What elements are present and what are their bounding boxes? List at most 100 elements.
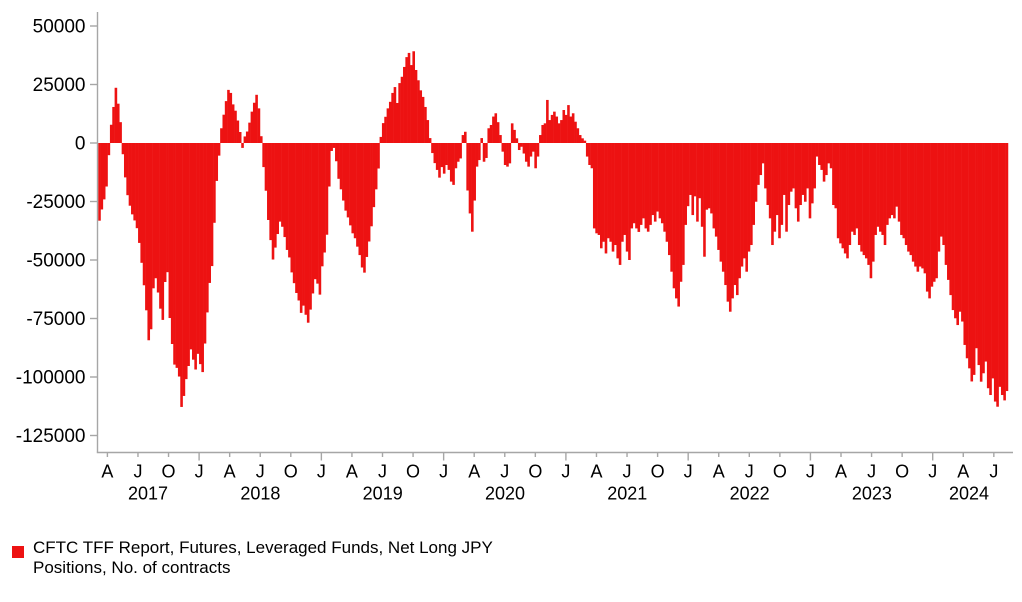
bar xyxy=(396,102,399,143)
bar xyxy=(764,143,767,189)
bar xyxy=(750,143,753,246)
bar xyxy=(921,143,924,269)
y-tick-label: -25000 xyxy=(26,192,85,213)
bar xyxy=(923,143,927,274)
bar xyxy=(332,143,336,148)
bar xyxy=(736,143,739,296)
x-month-label: J xyxy=(745,462,754,482)
bar xyxy=(353,143,357,239)
bar xyxy=(346,143,350,218)
bar xyxy=(435,143,439,170)
x-month-label: O xyxy=(651,462,665,482)
bar xyxy=(363,143,366,273)
bar xyxy=(630,143,634,229)
bar xyxy=(940,143,943,237)
bar xyxy=(675,143,678,299)
bar xyxy=(829,143,833,169)
bar xyxy=(848,143,852,246)
bar xyxy=(707,143,711,209)
bar xyxy=(632,143,636,224)
bar xyxy=(989,143,992,396)
bar xyxy=(614,143,617,246)
bar xyxy=(937,143,941,252)
bar xyxy=(942,143,945,246)
x-month-label: J xyxy=(256,462,265,482)
bar xyxy=(454,143,458,169)
bar xyxy=(557,123,561,143)
y-tick-label: -75000 xyxy=(26,309,85,330)
bar xyxy=(728,143,732,312)
bar xyxy=(154,143,158,279)
bar xyxy=(456,143,460,162)
bar xyxy=(623,143,627,235)
bar xyxy=(932,143,936,282)
bar xyxy=(846,143,849,259)
bar xyxy=(928,143,931,299)
bar xyxy=(970,143,974,382)
bar xyxy=(135,143,139,229)
x-month-label: A xyxy=(346,462,358,482)
bar xyxy=(799,143,802,206)
bar xyxy=(646,143,650,232)
bar xyxy=(815,143,819,157)
bar xyxy=(857,143,861,246)
bar xyxy=(560,120,563,143)
bar xyxy=(510,123,514,143)
bar xyxy=(532,143,535,152)
bar xyxy=(660,143,664,224)
bar xyxy=(804,143,807,202)
bar xyxy=(893,143,896,219)
x-month-label: O xyxy=(773,462,787,482)
bar xyxy=(604,143,608,254)
bar xyxy=(320,143,324,267)
bar xyxy=(269,143,272,241)
bar xyxy=(492,116,495,143)
bar xyxy=(876,143,880,227)
bar xyxy=(672,143,676,289)
bar xyxy=(250,111,254,143)
bar xyxy=(398,83,401,143)
bar xyxy=(747,143,751,252)
bar xyxy=(879,143,882,232)
bar xyxy=(494,113,498,143)
bar xyxy=(482,143,486,162)
bar xyxy=(543,123,547,143)
legend-label-line2: Positions, No. of contracts xyxy=(33,558,231,577)
bar xyxy=(372,143,376,208)
bar xyxy=(710,143,713,214)
bar xyxy=(663,143,666,232)
bar xyxy=(968,143,971,369)
bar xyxy=(900,143,903,235)
bar xyxy=(916,143,920,272)
bar xyxy=(360,143,364,268)
bar xyxy=(546,99,549,143)
bar xyxy=(499,135,502,143)
bar xyxy=(773,143,777,232)
bar xyxy=(140,143,143,263)
bar xyxy=(288,143,291,258)
bar xyxy=(986,143,990,389)
bar xyxy=(949,143,952,296)
bar xyxy=(311,143,315,294)
bar xyxy=(274,143,277,248)
bar xyxy=(689,143,692,195)
bar xyxy=(440,143,444,168)
bar xyxy=(719,143,723,262)
bar xyxy=(419,90,423,143)
bar xyxy=(517,143,521,151)
bar xyxy=(414,69,418,143)
bar xyxy=(131,143,134,215)
y-tick-label: -50000 xyxy=(26,251,85,272)
bar xyxy=(1003,143,1006,401)
bar xyxy=(128,143,132,206)
bar xyxy=(524,143,528,162)
bar xyxy=(161,143,165,320)
bar xyxy=(665,143,669,242)
bar xyxy=(696,143,699,222)
bar xyxy=(379,136,383,143)
bar xyxy=(562,110,566,143)
bar xyxy=(276,143,279,235)
bar xyxy=(515,138,519,143)
bar xyxy=(637,143,641,232)
bar xyxy=(405,57,408,144)
